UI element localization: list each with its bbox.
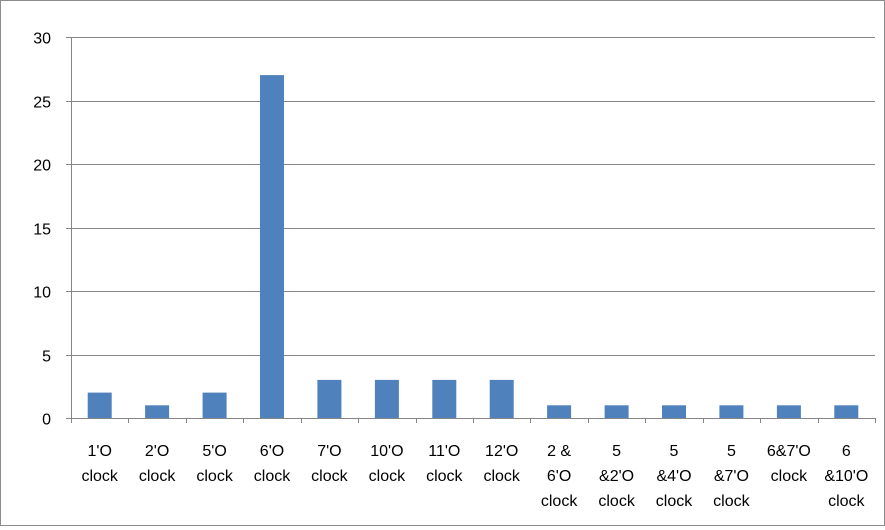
x-tick-label: 5 &4'O clock <box>656 443 693 510</box>
x-tick-label-line: &10'O <box>824 468 868 485</box>
x-tick-label: 5'O clock <box>196 443 233 485</box>
x-tick-label: 7'O clock <box>311 443 348 485</box>
bar <box>834 405 859 418</box>
x-tick-label-line: 10'O <box>370 443 403 460</box>
x-tick-label-line: clock <box>483 468 520 485</box>
x-tick-label-line: clock <box>828 493 865 510</box>
x-tick-label-line: clock <box>598 493 635 510</box>
x-tick-label-line: 7'O <box>317 443 341 460</box>
x-tick-label-line: &2'O <box>599 468 634 485</box>
axes <box>66 37 876 423</box>
x-tick-label-line: 1'O <box>87 443 111 460</box>
x-tick-label-line: 12'O <box>485 443 518 460</box>
x-tick-label-line: clock <box>369 468 406 485</box>
x-tick-label-line: 5 <box>670 443 679 460</box>
x-tick-label-line: 6 <box>842 443 851 460</box>
x-tick-label-line: 6'O <box>547 468 571 485</box>
x-tick-label: 5 &7'O clock <box>713 443 750 510</box>
x-tick-label-line: 5 <box>727 443 736 460</box>
x-tick-label: 6'O clock <box>254 443 291 485</box>
bar <box>145 405 170 418</box>
x-tick-label-line: clock <box>254 468 291 485</box>
x-tick-label: 6&7'O clock <box>767 443 811 485</box>
x-tick-label: 12'O clock <box>483 443 520 485</box>
y-tick-label: 20 <box>33 158 51 175</box>
bar <box>604 405 629 418</box>
x-tick-label-line: clock <box>311 468 348 485</box>
y-tick-label: 25 <box>33 95 51 112</box>
bar <box>202 392 227 418</box>
x-tick-label-line: clock <box>656 493 693 510</box>
x-tick-label-line: 6'O <box>260 443 284 460</box>
x-tick-label-line: &7'O <box>714 468 749 485</box>
x-tick-label-line: clock <box>196 468 233 485</box>
x-tick-label-line: 5'O <box>202 443 226 460</box>
bar <box>374 379 399 418</box>
x-tick-label-line: 11'O <box>428 443 460 460</box>
x-tick-label: 2'O clock <box>139 443 176 485</box>
x-tick-label: 11'O clock <box>426 443 463 485</box>
bar <box>260 75 284 418</box>
y-tick-labels: 0 5 10 15 20 25 30 <box>33 31 51 429</box>
x-tick-label-line: clock <box>139 468 176 485</box>
y-tick-label: 15 <box>33 222 51 239</box>
x-tick-label: 1'O clock <box>81 443 118 485</box>
y-tick-label: 10 <box>33 285 51 302</box>
bar <box>547 405 572 418</box>
grid-lines <box>71 37 875 356</box>
bar <box>489 379 514 418</box>
bars <box>87 75 859 418</box>
x-tick-label-line: 2'O <box>145 443 169 460</box>
bar <box>87 392 112 418</box>
x-tick-label: 2 & 6'O clock <box>541 443 578 510</box>
x-tick-label-line: 2 & <box>547 443 571 460</box>
x-tick-label-line: 6&7'O <box>767 443 811 460</box>
y-tick-label: 5 <box>42 349 51 366</box>
x-tick-labels: 1'O clock 2'O clock 5'O clock 6'O clock 7'O clock… <box>81 443 868 510</box>
x-tick-label-line: clock <box>81 468 118 485</box>
bar <box>317 379 342 418</box>
x-tick-label-line: clock <box>713 493 750 510</box>
x-tick-label-line: clock <box>426 468 463 485</box>
x-tick-label: 5 &2'O clock <box>598 443 635 510</box>
x-tick-label-line: clock <box>771 468 808 485</box>
x-tick-label: 6 &10'O clock <box>824 443 868 510</box>
x-tick-label-line: &4'O <box>656 468 691 485</box>
bar <box>719 405 744 418</box>
x-tick-label: 10'O clock <box>369 443 406 485</box>
y-tick-label: 0 <box>42 412 51 429</box>
y-tick-label: 30 <box>33 31 51 48</box>
bar <box>776 405 801 418</box>
bar <box>662 405 686 418</box>
x-tick-label-line: clock <box>541 493 578 510</box>
bar <box>432 379 457 418</box>
x-tick-label-line: 5 <box>612 443 621 460</box>
